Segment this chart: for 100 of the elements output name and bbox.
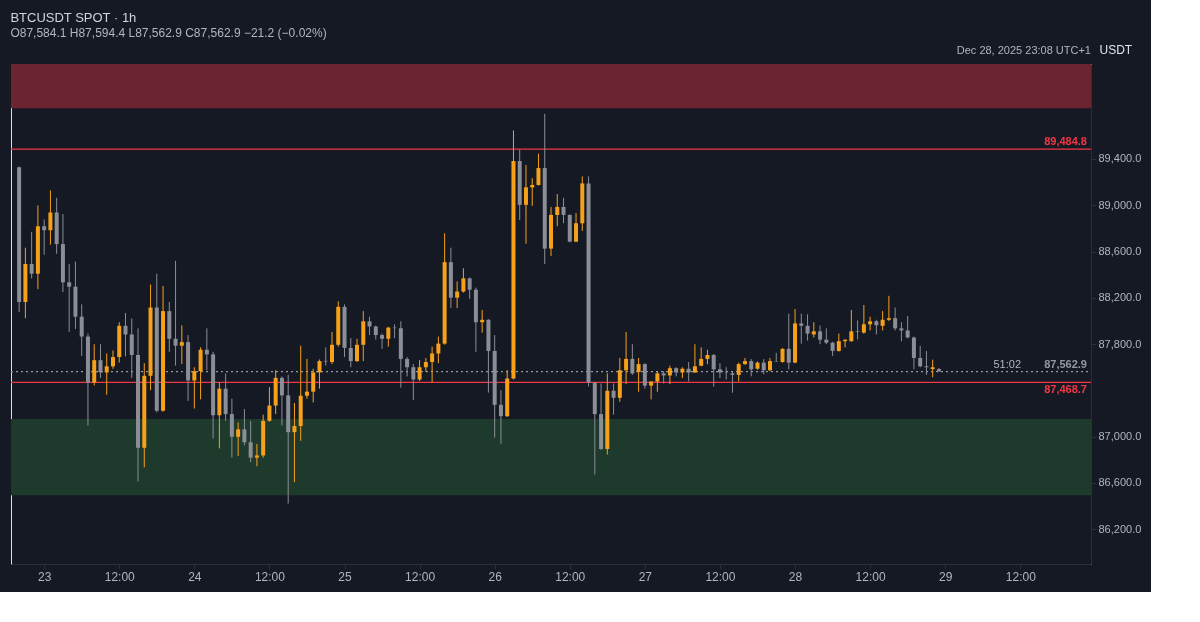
candlestick	[192, 366, 197, 410]
x-tick-label: 29	[939, 569, 953, 584]
candlestick	[317, 358, 322, 390]
candlestick	[523, 164, 528, 245]
candlestick	[786, 313, 791, 370]
candlestick	[868, 316, 873, 331]
candlestick	[198, 346, 203, 400]
candlestick	[423, 357, 428, 373]
candlestick	[905, 315, 910, 339]
candlestick	[254, 443, 259, 467]
y-tick-label: 86,200.0	[1098, 522, 1142, 535]
annotation: 51:02	[993, 357, 1021, 370]
y-tick-label: 87,800.0	[1098, 337, 1142, 350]
candlestick	[248, 420, 253, 463]
candlestick	[236, 421, 241, 457]
chart-subtitle: O87,584.1 H87,594.4 L87,562.9 C87,562.9 −21.2 (−0.02%)	[10, 26, 327, 40]
candlestick	[818, 325, 823, 345]
candlestick	[911, 336, 916, 370]
candlestick	[630, 343, 635, 376]
ref-line-label: 87,468.7	[1044, 383, 1087, 396]
x-tick-label: 25	[338, 569, 352, 584]
chart-title: BTCUSDT SPOT · 1h	[10, 10, 137, 25]
candlestick	[880, 310, 885, 331]
candlestick	[436, 336, 441, 364]
candlestick	[79, 303, 84, 357]
candlestick	[380, 332, 385, 350]
candlestick	[624, 331, 629, 385]
y-tick-label: 88,600.0	[1098, 245, 1142, 257]
x-tick-label: 12:00	[104, 569, 136, 584]
candlestick	[736, 362, 741, 383]
candlestick	[67, 263, 72, 333]
candlestick	[799, 313, 804, 345]
candlestick	[536, 153, 541, 187]
candlestick	[348, 337, 353, 368]
x-tick-label: 27	[638, 569, 653, 584]
candlestick	[229, 398, 234, 459]
candlestick	[304, 358, 309, 400]
y-tick-label: 86,600.0	[1098, 476, 1142, 489]
x-tick-label: 12:00	[555, 569, 586, 584]
candlestick	[855, 319, 860, 340]
candlestick	[455, 280, 460, 309]
candlestick	[893, 307, 898, 331]
x-tick-label: 28	[788, 569, 803, 584]
candlestick	[899, 321, 904, 342]
y-axis-title: USDT	[1099, 42, 1133, 57]
x-tick-label: 12:00	[1005, 569, 1037, 584]
y-tick-label: 87,000.0	[1098, 430, 1142, 443]
candlestick	[555, 193, 560, 227]
candlestick	[110, 349, 115, 370]
candlestick	[649, 380, 654, 400]
candlestick	[123, 312, 128, 357]
y-tick-label: 89,400.0	[1098, 152, 1142, 165]
candlestick	[742, 357, 747, 366]
x-tick-label: 12:00	[855, 569, 886, 584]
candlestick	[498, 389, 503, 445]
candlestick	[561, 197, 566, 224]
candlestick	[886, 295, 891, 322]
candlestick	[292, 402, 297, 483]
x-tick-label: 12:00	[254, 569, 286, 584]
candlestick	[42, 219, 47, 256]
candlestick	[574, 212, 579, 243]
candlestick	[655, 370, 660, 393]
candlestick	[405, 356, 410, 377]
candlestick	[611, 382, 616, 416]
candlestick	[692, 343, 697, 374]
candlestick	[417, 359, 422, 382]
candlestick	[361, 310, 366, 362]
x-tick-label: 23	[37, 569, 52, 584]
candlestick	[849, 309, 854, 343]
candlestick	[179, 324, 184, 365]
ref-line-label: 89,484.8	[1044, 135, 1087, 148]
ref-line-label: 87,562.9	[1044, 357, 1087, 370]
candlestick	[311, 368, 316, 403]
candlestick	[367, 316, 372, 336]
candlestick	[29, 231, 34, 279]
x-tick-label: 24	[188, 569, 202, 584]
candlestick	[836, 333, 841, 353]
candlestick	[279, 375, 284, 426]
candlestick	[104, 352, 109, 396]
y-tick-label: 88,200.0	[1098, 291, 1142, 304]
x-tick-label: 26	[488, 569, 503, 584]
candlestick	[355, 338, 360, 363]
candlestick	[861, 304, 866, 335]
candlestick	[92, 343, 97, 387]
candlestick	[329, 331, 334, 365]
x-tick-label: 12:00	[405, 569, 436, 584]
candlestick	[667, 365, 672, 385]
candlestick	[918, 345, 923, 368]
candlestick	[173, 260, 178, 367]
x-tick-label: 12:00	[705, 569, 736, 584]
candlestick	[461, 267, 466, 294]
text: Dec 28, 2025 23:08 UTC+1	[956, 44, 1091, 56]
candlestick	[267, 386, 272, 423]
candlestick	[805, 313, 810, 342]
candlestick	[430, 346, 435, 384]
candlestick	[636, 357, 641, 393]
y-tick-label: 89,000.0	[1098, 198, 1142, 211]
candlestick	[386, 326, 391, 348]
candlestick	[242, 408, 247, 446]
candlestick	[48, 189, 53, 246]
